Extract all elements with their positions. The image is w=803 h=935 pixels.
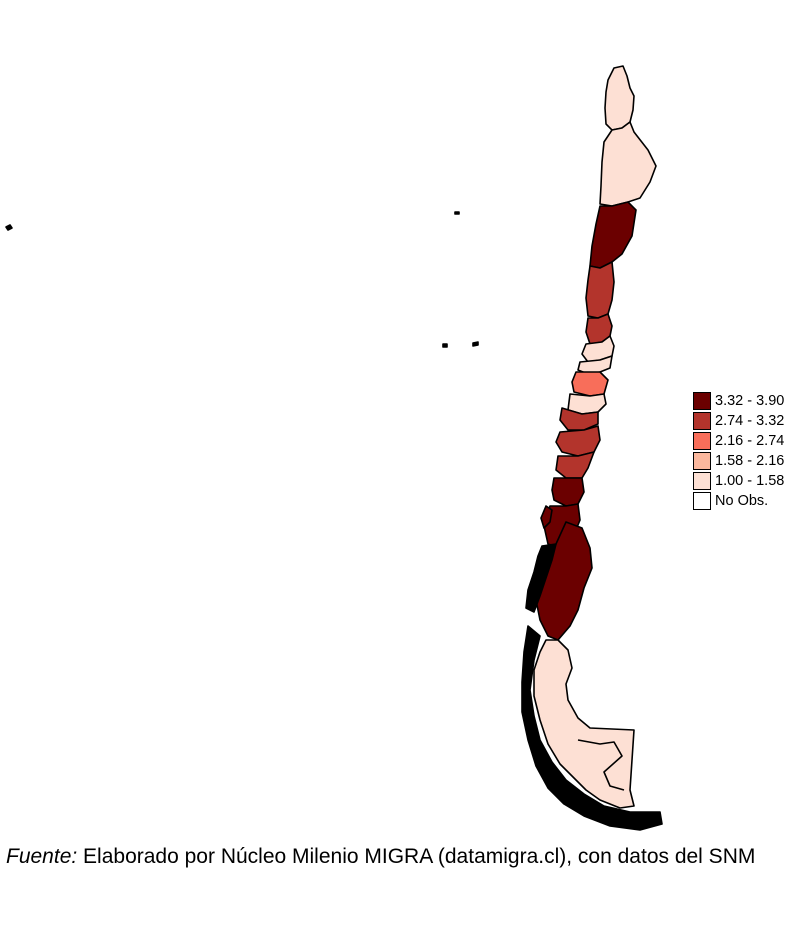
- source-text: Elaborado por Núcleo Milenio MIGRA (data…: [77, 845, 756, 868]
- legend: 3.32 - 3.90 2.74 - 3.32 2.16 - 2.74 1.58…: [693, 391, 784, 511]
- island-easter: [5, 224, 13, 231]
- legend-label: 3.32 - 3.90: [715, 393, 785, 409]
- legend-item: 1.58 - 2.16: [693, 451, 784, 471]
- tierra-del-fuego-border: [577, 739, 625, 791]
- legend-label: No Obs.: [715, 493, 769, 509]
- region-magallanes: [533, 639, 635, 809]
- legend-label: 2.74 - 3.32: [715, 413, 785, 429]
- legend-item: 2.74 - 3.32: [693, 411, 784, 431]
- source-label: Fuente:: [6, 845, 78, 868]
- region-tarapaca: [599, 121, 657, 207]
- legend-swatch: [693, 472, 711, 490]
- region-metropolitana: [577, 355, 613, 375]
- legend-swatch: [693, 412, 711, 430]
- region-ohiggins: [571, 371, 609, 397]
- legend-item: 3.32 - 3.90: [693, 391, 784, 411]
- island-san-felix: [442, 343, 448, 348]
- legend-swatch: [693, 432, 711, 450]
- region-atacama: [585, 261, 615, 319]
- legend-label: 1.00 - 1.58: [715, 473, 785, 489]
- region-aysen-coast: [525, 543, 557, 613]
- legend-item: 2.16 - 2.74: [693, 431, 784, 451]
- source-caption: Fuente: Elaborado por Núcleo Milenio MIG…: [6, 845, 755, 869]
- legend-label: 2.16 - 2.74: [715, 433, 785, 449]
- legend-item: No Obs.: [693, 491, 784, 511]
- island-juan-fernandez: [472, 341, 479, 347]
- legend-swatch: [693, 492, 711, 510]
- legend-item: 1.00 - 1.58: [693, 471, 784, 491]
- legend-label: 1.58 - 2.16: [715, 453, 785, 469]
- legend-swatch: [693, 452, 711, 470]
- region-arica: [604, 65, 635, 131]
- island-sala-gomez: [454, 211, 460, 215]
- region-magallanes-archipelago: [521, 625, 663, 831]
- island-chiloe: [540, 505, 553, 529]
- region-nuble: [559, 407, 599, 431]
- region-araucania: [555, 451, 595, 479]
- legend-swatch: [693, 392, 711, 410]
- region-los-rios: [551, 477, 585, 507]
- region-antofagasta: [589, 201, 637, 269]
